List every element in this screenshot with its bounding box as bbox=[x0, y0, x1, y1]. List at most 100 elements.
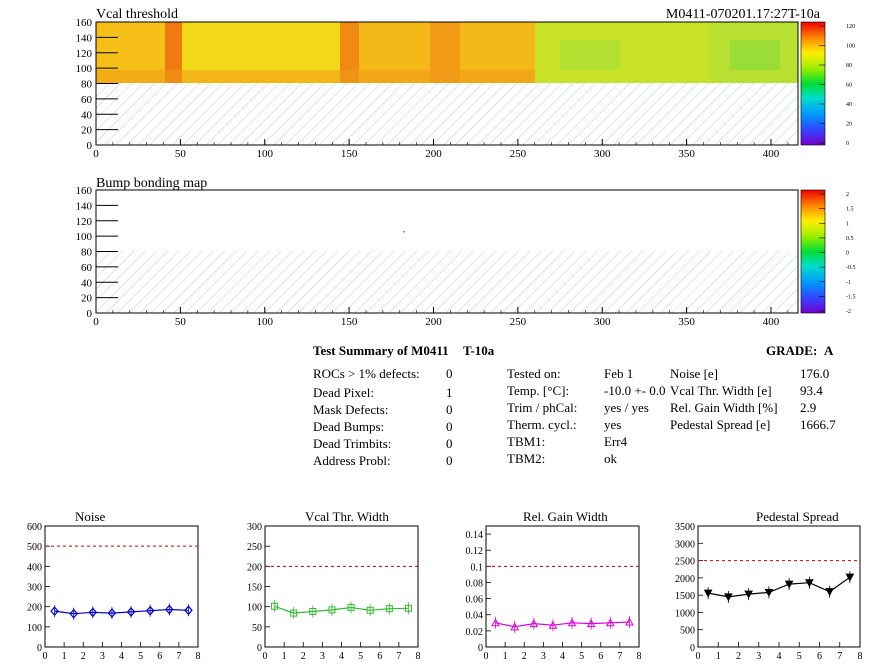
scale-tick-label: -0.5 bbox=[846, 265, 856, 271]
plot-frame bbox=[44, 525, 199, 648]
x-tick-label: 0 bbox=[93, 316, 99, 328]
x-axis: 0 50 100 150 200 250 300 350 400 bbox=[93, 139, 789, 160]
scale-tick-label: 1 bbox=[846, 221, 849, 227]
data-point bbox=[724, 593, 733, 602]
map-title: Bump bonding map bbox=[96, 176, 207, 191]
data-point bbox=[529, 619, 539, 628]
heatmap-top-half bbox=[96, 22, 798, 83]
x-tick-label: 50 bbox=[175, 316, 187, 328]
chart-title: Pedestal Spread bbox=[756, 509, 839, 524]
vcal-width-chart: Vcal Thr. Width 0 50 100 150 200 250 300 0 1 2 3 4 5 6… bbox=[247, 509, 421, 662]
y-tick-label: 40 bbox=[81, 109, 93, 121]
series-line bbox=[707, 576, 851, 598]
x-tick-label: 5 bbox=[797, 651, 802, 662]
x-tick-label: 7 bbox=[396, 651, 401, 662]
scale-tick-label: 0 bbox=[846, 251, 849, 257]
data-point bbox=[805, 579, 814, 588]
y-tick-label: 40 bbox=[81, 277, 93, 289]
x-tick-label: 7 bbox=[176, 651, 181, 662]
y-tick-label: 1000 bbox=[675, 608, 695, 619]
y-axis: 0 20 40 60 80 100 120 140 160 bbox=[76, 17, 118, 152]
scale-tick-label: 40 bbox=[846, 102, 852, 108]
data-point bbox=[309, 608, 317, 616]
y-tick-label: 120 bbox=[76, 216, 93, 228]
y-axis: 0 20 40 60 80 100 120 140 160 bbox=[76, 185, 118, 320]
y-tick-label: 250 bbox=[247, 542, 262, 553]
data-point bbox=[845, 573, 855, 582]
x-tick-label: 3 bbox=[756, 651, 761, 662]
x-tick-label: 2 bbox=[81, 651, 86, 662]
y-tick-label: 2500 bbox=[675, 557, 695, 568]
data-point bbox=[744, 590, 753, 599]
x-tick-label: 150 bbox=[341, 148, 358, 160]
x-tick-label: 0 bbox=[696, 651, 701, 662]
data-point bbox=[145, 605, 155, 616]
plot-frame bbox=[697, 525, 861, 648]
data-point bbox=[764, 588, 774, 597]
x-tick-label: 8 bbox=[196, 651, 201, 662]
data-point bbox=[510, 622, 520, 631]
y-tick-label: 3000 bbox=[675, 539, 695, 550]
x-tick-label: 100 bbox=[257, 316, 274, 328]
x-tick-label: 1 bbox=[62, 651, 67, 662]
chart-title: Noise bbox=[75, 509, 106, 524]
scale-tick-label: 20 bbox=[846, 122, 852, 128]
x-tick-label: 100 bbox=[257, 148, 274, 160]
y-tick-label: 0 bbox=[690, 643, 695, 654]
y-tick-label: 3500 bbox=[675, 522, 695, 533]
x-tick-label: 6 bbox=[377, 651, 382, 662]
y-tick-label: 140 bbox=[76, 200, 93, 212]
y-tick-label: 0.08 bbox=[466, 578, 484, 589]
data-point bbox=[184, 605, 193, 616]
noise-chart: Noise 0 100 200 300 400 500 600 0 1 2 3 4 5 6 7 8 bbox=[27, 509, 201, 662]
scale-tick-label: 80 bbox=[846, 63, 852, 69]
data-point bbox=[88, 607, 98, 618]
x-tick-label: 1 bbox=[503, 651, 508, 662]
scale-tick-label: 0 bbox=[846, 141, 849, 147]
x-tick-label: 350 bbox=[678, 316, 695, 328]
missing-rocs-hatch bbox=[96, 251, 798, 313]
x-tick-label: 0 bbox=[484, 651, 489, 662]
y-tick-label: 0 bbox=[478, 643, 483, 654]
x-tick-label: 6 bbox=[157, 651, 162, 662]
y-tick-label: 20 bbox=[81, 125, 93, 137]
x-tick-label: 8 bbox=[416, 651, 421, 662]
y-tick-label: 140 bbox=[76, 32, 93, 44]
pedestal-spread-chart: Pedestal Spread 0 500 1000 1500 2000 2500 3000 3… bbox=[675, 509, 863, 662]
x-tick-label: 150 bbox=[341, 316, 358, 328]
x-tick-label: 6 bbox=[598, 651, 603, 662]
y-tick-label: 2000 bbox=[675, 574, 695, 585]
data-point bbox=[586, 619, 596, 628]
scale-tick-label: -1.5 bbox=[846, 294, 856, 300]
y-tick-label: 160 bbox=[76, 185, 93, 197]
plot-frame bbox=[264, 525, 419, 648]
x-tick-label: 0 bbox=[43, 651, 48, 662]
y-tick-label: 0.02 bbox=[466, 627, 484, 638]
dead-bump-pixel bbox=[403, 231, 405, 233]
x-tick-label: 8 bbox=[858, 651, 863, 662]
y-tick-label: 60 bbox=[81, 94, 93, 106]
y-tick-label: 300 bbox=[27, 583, 42, 594]
missing-rocs-hatch bbox=[96, 83, 798, 145]
scale-tick-label: 2 bbox=[846, 192, 849, 198]
data-point bbox=[290, 609, 298, 617]
scale-tick-label: 0.5 bbox=[846, 236, 854, 242]
map-title: Vcal threshold bbox=[96, 7, 178, 22]
y-tick-label: 200 bbox=[27, 603, 42, 614]
x-tick-label: 5 bbox=[358, 651, 363, 662]
y-tick-label: 80 bbox=[81, 79, 93, 91]
data-point bbox=[366, 606, 374, 614]
color-scale-ticks: -2 -1.5 -1 -0.5 0 0.5 1 1.5 2 bbox=[819, 192, 856, 315]
plot-frame bbox=[485, 525, 640, 648]
x-axis: 0 50 100 150 200 250 300 350 400 bbox=[93, 307, 789, 328]
data-point bbox=[625, 617, 634, 626]
y-tick-label: 100 bbox=[76, 231, 93, 243]
x-tick-label: 7 bbox=[837, 651, 842, 662]
y-tick-label: 300 bbox=[247, 522, 262, 533]
x-tick-label: 250 bbox=[510, 148, 527, 160]
y-tick-label: 500 bbox=[680, 626, 695, 637]
bump-bonding-map: Bump bonding map 0 50 100 150 200 250 300 350 40… bbox=[76, 176, 856, 328]
x-tick-label: 0 bbox=[93, 148, 99, 160]
data-point bbox=[825, 588, 834, 597]
y-tick-label: 100 bbox=[76, 63, 93, 75]
